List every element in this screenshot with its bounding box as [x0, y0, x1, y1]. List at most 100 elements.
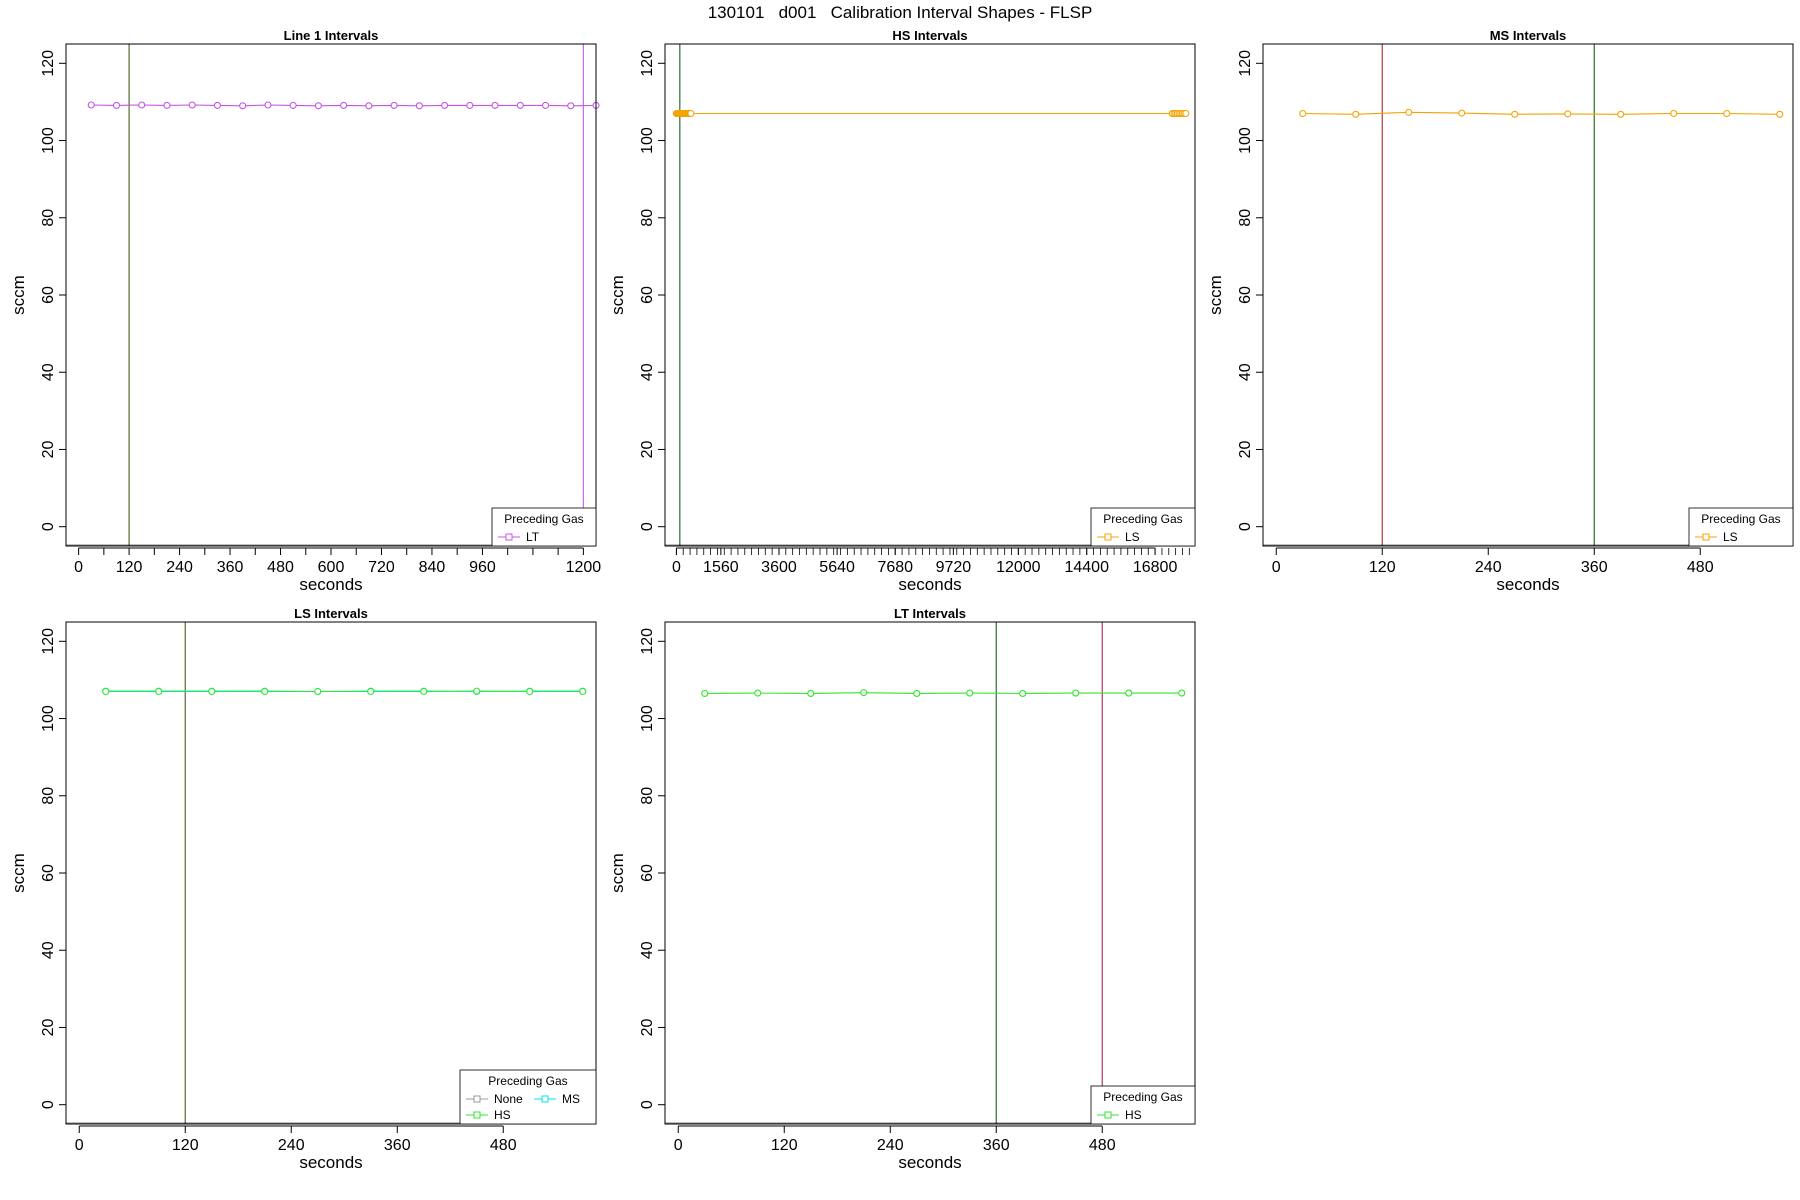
x-axis-label: seconds	[898, 1153, 961, 1172]
x-tick-label: 12000	[996, 559, 1041, 576]
series-line-ls	[1302, 111, 1780, 115]
y-axis-label: sccm	[608, 853, 627, 893]
y-tick-label: 120	[40, 628, 57, 655]
data-point	[687, 109, 695, 118]
figure-title: 130101 d001 Calibration Interval Shapes …	[707, 3, 1093, 22]
y-tick-label: 0	[40, 522, 57, 531]
x-axis-label: seconds	[299, 575, 362, 594]
x-tick-label: 360	[1581, 559, 1608, 576]
plot-frame	[664, 621, 1196, 1125]
legend-swatch-marker	[505, 533, 513, 541]
chart-panel-4: LS Intervals 0 20 40 60 80 100 120 sccm 0 120 240 36…	[9, 606, 597, 1172]
data-point	[420, 687, 428, 696]
data-point	[112, 101, 121, 109]
legend-entry-ms: MS	[562, 1092, 580, 1106]
x-tick-label: 480	[1687, 559, 1714, 576]
data-point	[1564, 110, 1572, 118]
y-tick-label: 20	[40, 440, 57, 458]
y-tick-label: 100	[639, 127, 656, 154]
legend-entry-none: None	[494, 1092, 523, 1106]
y-tick-label: 20	[639, 440, 656, 458]
legend: Preceding Gas None MS HS	[459, 1069, 597, 1125]
chart-panel-5: LT Intervals 0 20 40 60 80 100 120 sccm 0 120 240 36…	[608, 606, 1196, 1172]
data-point	[754, 689, 762, 697]
x-tick-label: 120	[116, 559, 143, 576]
x-tick-label: 9720	[936, 559, 972, 576]
data-point	[1458, 109, 1466, 117]
legend: Preceding Gas LS	[1090, 507, 1196, 547]
legend-swatch-marker	[541, 1095, 549, 1103]
data-point	[239, 102, 247, 110]
y-tick-label: 80	[40, 787, 57, 805]
plot-frame	[65, 43, 597, 547]
panel-title: HS Intervals	[892, 28, 967, 43]
x-axis-label: seconds	[1496, 575, 1559, 594]
chart-panel-2: HS Intervals 0 20 40 60 80 100 120 sccm 0 1560 3600…	[608, 28, 1196, 594]
data-point	[208, 687, 216, 696]
data-point	[1617, 110, 1625, 118]
y-tick-label: 20	[40, 1018, 57, 1036]
y-tick-label: 60	[639, 864, 656, 882]
data-point	[87, 101, 95, 109]
legend-swatch-marker	[473, 1111, 481, 1119]
legend-box	[1090, 507, 1196, 547]
data-point	[138, 101, 146, 109]
x-tick-label: 240	[278, 1137, 305, 1154]
data-point	[1776, 110, 1784, 118]
x-tick-label: 5640	[819, 559, 855, 576]
data-point	[1299, 109, 1307, 118]
x-tick-label: 120	[1369, 559, 1396, 576]
legend-title: Preceding Gas	[504, 512, 583, 526]
data-point	[491, 101, 499, 109]
legend-entry-lt: LT	[526, 530, 540, 544]
legend-title: Preceding Gas	[1103, 1090, 1182, 1104]
y-tick-label: 100	[40, 705, 57, 732]
data-point	[1182, 109, 1190, 118]
y-axis-label: sccm	[9, 853, 28, 893]
x-tick-label: 120	[172, 1137, 199, 1154]
data-point	[264, 101, 272, 109]
y-tick-label: 0	[639, 1100, 656, 1109]
x-tick-label: 240	[166, 559, 193, 576]
x-tick-label: 0	[74, 559, 83, 576]
x-tick-label: 3600	[761, 559, 797, 576]
data-point	[1178, 689, 1186, 697]
legend-title: Preceding Gas	[1103, 512, 1182, 526]
data-point	[1511, 110, 1519, 118]
y-tick-label: 0	[639, 522, 656, 531]
panel-title: MS Intervals	[1490, 28, 1567, 43]
data-point	[516, 101, 524, 109]
data-point	[1405, 108, 1413, 116]
data-point	[913, 689, 921, 697]
data-point	[701, 689, 709, 697]
y-tick-label: 40	[40, 363, 57, 381]
data-point	[1125, 689, 1133, 697]
data-point	[1723, 109, 1731, 118]
x-tick-label: 1200	[566, 559, 602, 576]
y-axis-label: sccm	[1206, 275, 1225, 315]
data-point	[966, 689, 974, 697]
x-tick-label: 14400	[1064, 559, 1109, 576]
legend-entry-ls: LS	[1125, 530, 1140, 544]
legend-title: Preceding Gas	[1701, 512, 1780, 526]
data-point	[340, 101, 348, 109]
panel-title: LS Intervals	[294, 606, 368, 621]
data-point	[155, 687, 163, 696]
y-tick-label: 120	[1237, 50, 1254, 77]
chart-panel-1: Line 1 Intervals 0 20 40 60 80 100 120 sccm 0 120 2…	[9, 28, 601, 594]
x-tick-label: 480	[267, 559, 294, 576]
legend-swatch-marker	[1702, 533, 1710, 541]
x-tick-label: 840	[419, 559, 446, 576]
data-point	[365, 102, 373, 110]
x-tick-label: 480	[1089, 1137, 1116, 1154]
legend-swatch-marker	[1104, 1111, 1112, 1119]
y-tick-label: 120	[639, 50, 656, 77]
data-point	[860, 689, 868, 697]
data-point	[213, 101, 221, 109]
x-tick-label: 0	[672, 559, 681, 576]
y-tick-label: 0	[1237, 522, 1254, 531]
legend: Preceding Gas HS	[1090, 1085, 1196, 1125]
chart-panel-3: MS Intervals 0 20 40 60 80 100 120 sccm 0 120 240 36…	[1206, 28, 1794, 594]
y-tick-label: 60	[1237, 286, 1254, 304]
x-tick-label: 360	[983, 1137, 1010, 1154]
